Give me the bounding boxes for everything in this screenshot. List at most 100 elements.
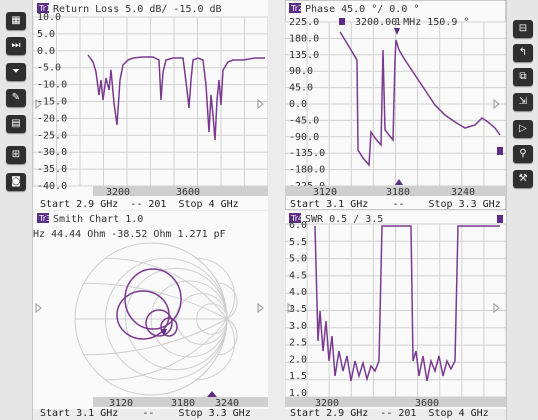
reference-level-right-icon (493, 302, 500, 314)
y-tick-label: -25.0 (37, 130, 67, 141)
reference-level-icon (35, 98, 42, 110)
smith-trace (116, 268, 182, 340)
reference-level-icon (35, 302, 42, 314)
y-tick-label: 45.0 (289, 83, 313, 94)
y-tick-label: 1.0 (289, 388, 307, 399)
sweep-icon[interactable]: ⇲ (513, 93, 533, 111)
x-tick-label: 3120 (109, 398, 133, 409)
phase-panel[interactable]: Tr2 Phase 45.0 °/ 0.0 ° 3200.00 MHz 150.… (285, 0, 506, 210)
trace-badge-label: Tr4 (290, 214, 303, 223)
panel-header: Return Loss 5.0 dB/ -15.0 dB (53, 4, 222, 15)
y-tick-label: 5.0 (37, 29, 55, 40)
y-tick-label: 225.0 (289, 17, 319, 28)
layout-icon[interactable]: ⊟ (513, 20, 533, 38)
trace-badge-label: Tr1 (38, 4, 51, 13)
left-toolbar: ▦ ⏭ ⏷ ✎ ▤ ⊞ ◙ (0, 0, 33, 420)
y-tick-label: -45.0 (289, 115, 319, 126)
y-tick-label: 90.0 (289, 66, 313, 77)
y-tick-label: 0.0 (37, 46, 55, 57)
marker-1[interactable]: 1 (394, 17, 401, 35)
pen-icon[interactable]: ✎ (6, 89, 26, 107)
phase-trace (339, 31, 501, 167)
return-loss-trace (87, 54, 265, 141)
x-axis-strip (285, 186, 506, 196)
marker-readout: 3200.00 MHz 150.9 ° (355, 17, 469, 28)
y-tick-label: 2.5 (289, 338, 307, 349)
y-tick-label: 10.0 (37, 12, 61, 23)
x-tick-label: 3180 (171, 398, 195, 409)
return-loss-panel[interactable]: Tr1 Return Loss 5.0 dB/ -15.0 dB 10.0 5.0… (33, 0, 268, 210)
panel-header: Smith Chart 1.0 (53, 214, 143, 225)
marker-badge[interactable] (339, 18, 345, 25)
y-tick-label: -90.0 (289, 132, 319, 143)
camera-icon[interactable]: ◙ (6, 173, 26, 191)
phase-footer: Start 3.1 GHz -- Stop 3.3 GHz (290, 199, 501, 210)
y-tick-label: -5.0 (37, 63, 61, 74)
trace-marker-tab[interactable] (497, 215, 503, 223)
trace-badge[interactable] (289, 3, 301, 13)
swr-panel[interactable]: Tr4 SWR 0.5 / 3.5 6.0 5.5 5.0 4.5 4.0 3.5 3.0 2… (285, 211, 506, 409)
frequency-icon[interactable]: ↰ (513, 44, 533, 62)
trace-badge[interactable] (37, 213, 49, 223)
reference-level-icon (493, 98, 500, 110)
window-icon[interactable]: ⧉ (513, 68, 533, 86)
x-axis-strip (285, 397, 506, 407)
right-toolbar: ⊟ ↰ ⧉ ⇲ ▷ ⚲ ⚒ (506, 0, 538, 420)
search-icon[interactable]: ⚲ (513, 145, 533, 163)
swr-footer: Start 2.9 GHz -- 201 Stop 4 GHz (290, 408, 489, 419)
y-tick-label: -10.0 (37, 80, 67, 91)
y-tick-label: 4.0 (289, 287, 307, 298)
trace-badge-label: Tr2 (290, 4, 303, 13)
x-tick-label: 3200 (106, 187, 130, 198)
y-tick-label: -180.0 (289, 165, 325, 176)
calculator-icon[interactable]: ▤ (6, 115, 26, 133)
y-tick-label: -35.0 (37, 164, 67, 175)
panel-header: Phase 45.0 °/ 0.0 ° (305, 4, 419, 15)
x-tick-label: 3200 (315, 398, 339, 409)
marker-1-label: 1 (395, 17, 401, 28)
tools-icon[interactable]: ⚒ (513, 170, 533, 188)
y-tick-label: -20.0 (37, 113, 67, 124)
return-loss-footer: Start 2.9 GHz -- 201 Stop 4 GHz (40, 199, 239, 210)
smith-chart[interactable]: Tr3 Smith Chart 1.0 MHz 44.44 Ohm -38.52… (33, 211, 268, 409)
y-tick-label: 4.5 (289, 270, 307, 281)
y-tick-label: -135.0 (289, 148, 325, 159)
x-axis-strip (93, 186, 268, 196)
marker-readout: MHz 44.44 Ohm -38.52 Ohm 1.271 pF (33, 229, 226, 240)
swr-chart[interactable]: Tr4 SWR 0.5 / 3.5 6.0 5.5 5.0 4.5 4.0 3.5 3.0 2… (285, 211, 506, 409)
x-tick-label: 3240 (215, 398, 239, 409)
return-loss-chart[interactable]: Tr1 Return Loss 5.0 dB/ -15.0 dB 10.0 5.0… (33, 0, 268, 210)
trace-marker-tab[interactable] (497, 147, 503, 155)
y-tick-label: 135.0 (289, 50, 319, 61)
marker-position-icon (207, 391, 217, 397)
y-tick-label: 6.0 (289, 220, 307, 231)
y-tick-label: 3.5 (289, 304, 307, 315)
smith-footer: Start 3.1 GHz -- Stop 3.3 GHz (40, 408, 251, 419)
swr-trace (314, 225, 500, 382)
reference-level-right-icon (257, 98, 264, 110)
trace-badge[interactable] (289, 213, 301, 223)
channel-skip-icon[interactable]: ⏭ (6, 37, 26, 55)
display-icon[interactable]: ▦ (6, 12, 26, 30)
x-tick-label: 3180 (386, 187, 410, 198)
phase-chart[interactable]: Tr2 Phase 45.0 °/ 0.0 ° 3200.00 MHz 150.… (285, 0, 506, 210)
x-tick-label: 3600 (176, 187, 200, 198)
y-tick-label: -15.0 (37, 97, 67, 108)
reference-level-right-icon (257, 302, 264, 314)
y-tick-label: -30.0 (37, 147, 67, 158)
marker-position-icon (395, 179, 403, 185)
trace-badge[interactable] (37, 3, 49, 13)
smith-chart-panel[interactable]: Tr3 Smith Chart 1.0 MHz 44.44 Ohm -38.52… (33, 211, 268, 409)
marker-icon[interactable]: ▷ (513, 120, 533, 138)
x-axis-strip (93, 397, 268, 407)
panel-header: SWR 0.5 / 3.5 (305, 214, 383, 225)
reference-level-icon (287, 302, 294, 314)
calibration-icon[interactable]: ⊞ (6, 146, 26, 164)
y-tick-label: -40.0 (37, 181, 67, 192)
y-tick-label: 5.0 (289, 254, 307, 265)
x-tick-label: 3600 (415, 398, 439, 409)
filter-icon[interactable]: ⏷ (6, 63, 26, 81)
x-tick-label: 3120 (313, 187, 337, 198)
y-tick-label: 5.5 (289, 237, 307, 248)
y-tick-label: 0.0 (289, 99, 307, 110)
